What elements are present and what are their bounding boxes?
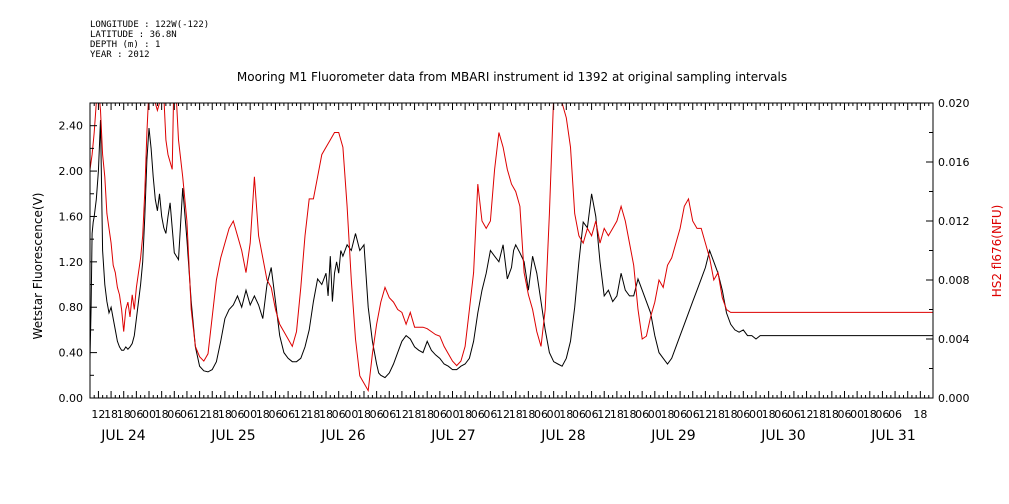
- x-hour-label: 18: [319, 408, 333, 421]
- x-hour-label: 06: [875, 408, 889, 421]
- x-hour-label: 00: [547, 408, 561, 421]
- x-hour-label: 18: [408, 408, 422, 421]
- x-hour-label: 06: [268, 408, 282, 421]
- x-hour-label: 06: [837, 408, 851, 421]
- x-hour-label: 12: [91, 408, 105, 421]
- x-day-label: JUL 28: [540, 428, 585, 444]
- longitude-label: LONGITUDE : 122W(-122): [90, 20, 210, 30]
- y-tick-label: 0.40: [59, 347, 84, 360]
- x-hour-label: 12: [496, 408, 510, 421]
- x-hour-label: 12: [800, 408, 814, 421]
- x-hour-label: 18: [117, 408, 131, 421]
- y-axis-label: Wetstar Fluorescence(V): [31, 193, 45, 340]
- x-hour-label: 06: [370, 408, 384, 421]
- x-hour-label: 06: [129, 408, 143, 421]
- x-hour-label: 06: [673, 408, 687, 421]
- x-day-label: JUL 27: [430, 428, 475, 444]
- x-hour-label: 18: [863, 408, 877, 421]
- x-hour-label: 18: [724, 408, 738, 421]
- series-line-hs2: [90, 103, 933, 393]
- x-hour-label: 18: [357, 408, 371, 421]
- x-hour-label: 06: [585, 408, 599, 421]
- x-hour-label: 06: [180, 408, 194, 421]
- x-hour-label: 18: [155, 408, 169, 421]
- x-hour-label: 06: [774, 408, 788, 421]
- x-hour-label: 00: [243, 408, 257, 421]
- x-hour-label: 12: [193, 408, 207, 421]
- x-day-label: JUL 24: [100, 428, 146, 444]
- x-hour-label: 18: [104, 408, 118, 421]
- x-day-label: JUL 26: [320, 428, 366, 444]
- y-tick-label: 1.60: [59, 210, 84, 223]
- y-tick-label: 1.20: [59, 256, 84, 269]
- x-hour-label: 12: [597, 408, 611, 421]
- y2-tick-label: 0.000: [938, 392, 970, 405]
- x-day-label: JUL 30: [760, 428, 805, 444]
- y-tick-label: 0.00: [59, 392, 84, 405]
- series-line-wetstar: [90, 119, 933, 379]
- x-hour-label: 18: [559, 408, 573, 421]
- x-hour-label: 06: [471, 408, 485, 421]
- y-tick-label: 2.40: [59, 120, 84, 133]
- metadata-block: LONGITUDE : 122W(-122) LATITUDE : 36.8N …: [90, 20, 209, 60]
- x-hour-label: 18: [610, 408, 624, 421]
- x-day-label: JUL 31: [870, 428, 915, 444]
- x-hour-label: 06: [686, 408, 700, 421]
- x-hour-label: 18: [762, 408, 776, 421]
- x-hour-label: 06: [281, 408, 295, 421]
- latitude-label: LATITUDE : 36.8N: [90, 30, 177, 40]
- x-hour-label: 06: [736, 408, 750, 421]
- x-hour-label: 06: [231, 408, 245, 421]
- x-hour-label: 18: [205, 408, 219, 421]
- x-hour-label: 18: [913, 408, 927, 421]
- x-hour-label: 00: [648, 408, 662, 421]
- y2-tick-label: 0.016: [938, 156, 970, 169]
- x-hour-label: 18: [812, 408, 826, 421]
- x-hour-label: 18: [306, 408, 320, 421]
- chart-title: Mooring M1 Fluorometer data from MBARI i…: [237, 70, 787, 84]
- x-hour-label: 06: [167, 408, 181, 421]
- y2-tick-label: 0.008: [938, 274, 970, 287]
- y2-axis-label: HS2 fl676(NFU): [990, 205, 1004, 298]
- x-hour-label: 06: [787, 408, 801, 421]
- x-hour-label: 00: [850, 408, 864, 421]
- x-hour-label: 18: [458, 408, 472, 421]
- x-hour-label: 12: [294, 408, 308, 421]
- x-hour-label: 18: [623, 408, 637, 421]
- x-hour-label: 18: [711, 408, 725, 421]
- x-hour-label: 06: [382, 408, 396, 421]
- y-tick-label: 2.00: [59, 165, 84, 178]
- x-hour-label: 18: [660, 408, 674, 421]
- x-hour-label: 12: [698, 408, 712, 421]
- x-hour-label: 18: [218, 408, 232, 421]
- plot-frame: [89, 102, 934, 399]
- x-hour-label: 18: [420, 408, 434, 421]
- x-hour-label: 06: [534, 408, 548, 421]
- x-hour-label: 00: [749, 408, 763, 421]
- x-hour-label: 18: [521, 408, 535, 421]
- y2-tick-label: 0.004: [938, 333, 970, 346]
- x-hour-label: 12: [395, 408, 409, 421]
- x-hour-label: 06: [332, 408, 346, 421]
- x-hour-label: 06: [572, 408, 586, 421]
- y2-tick-label: 0.020: [938, 97, 970, 110]
- x-hour-label: 00: [445, 408, 459, 421]
- x-hour-label: 06: [888, 408, 902, 421]
- x-hour-label: 18: [825, 408, 839, 421]
- x-hour-label: 18: [509, 408, 523, 421]
- year-label: YEAR : 2012: [90, 50, 150, 60]
- y2-tick-label: 0.012: [938, 215, 970, 228]
- x-hour-label: 06: [635, 408, 649, 421]
- y-tick-label: 0.80: [59, 301, 84, 314]
- x-hour-label: 18: [256, 408, 270, 421]
- depth-label: DEPTH (m) : 1: [90, 40, 161, 50]
- x-hour-label: 00: [344, 408, 358, 421]
- x-day-label: JUL 25: [210, 428, 255, 444]
- x-hour-label: 00: [142, 408, 156, 421]
- x-day-label: JUL 29: [650, 428, 695, 444]
- x-hour-label: 06: [433, 408, 447, 421]
- x-hour-label: 06: [483, 408, 497, 421]
